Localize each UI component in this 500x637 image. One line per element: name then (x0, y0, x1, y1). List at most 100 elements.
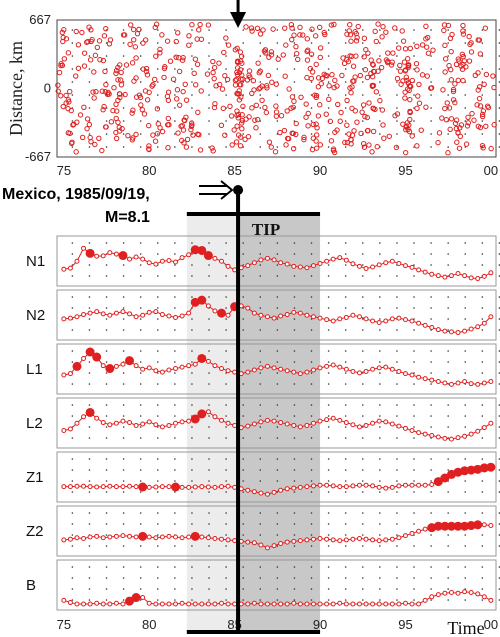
series-point (245, 423, 251, 429)
series-grid-dot (122, 296, 125, 298)
series-grid-dot (310, 566, 313, 568)
epicenter-marker (123, 62, 130, 68)
series-point (140, 312, 146, 318)
series-grid-dot (379, 437, 381, 439)
epicenter-marker (133, 75, 139, 81)
series-point (409, 372, 415, 378)
series-grid-dot (327, 264, 330, 266)
scatter-grid-dot (344, 133, 347, 135)
series-point (113, 533, 119, 539)
epicenter-marker (65, 50, 72, 56)
series-point (455, 271, 461, 277)
epicenter-marker (289, 25, 295, 31)
series-grid-dot (276, 264, 279, 266)
series-grid-dot (481, 329, 484, 331)
series-point-big (197, 353, 207, 363)
series-grid-dot (191, 512, 193, 514)
scatter-grid-dot (361, 42, 364, 44)
series-grid-dot (191, 426, 193, 428)
series-grid-dot (293, 599, 296, 601)
series-grid-dot (293, 350, 296, 352)
series-point (475, 591, 481, 597)
series-grid-dot (156, 523, 159, 525)
series-point (166, 422, 172, 428)
series-point (376, 262, 382, 268)
series-grid-dot (276, 480, 279, 482)
epicenter-marker (188, 120, 195, 126)
series-grid-dot (242, 318, 244, 320)
scatter-grid-dot (208, 94, 210, 96)
epicenter-marker (455, 77, 461, 84)
series-point (146, 484, 152, 490)
epicenter-marker (58, 93, 64, 99)
epicenter-marker (144, 72, 151, 78)
series-grid-dot (242, 437, 244, 439)
epicenter-marker (337, 118, 343, 124)
series-grid-dot (139, 426, 142, 428)
epicenter-marker (360, 102, 367, 108)
epicenter-marker (61, 56, 68, 62)
series-point (186, 534, 192, 540)
epicenter-marker (352, 74, 358, 80)
series-grid-dot (464, 458, 467, 460)
epicenter-marker (136, 92, 143, 98)
series-point (153, 484, 159, 490)
epicenter-marker (442, 105, 448, 112)
series-grid-dot (208, 318, 210, 320)
series-point (416, 528, 422, 534)
epicenter-marker (476, 95, 483, 102)
series-point (462, 379, 468, 385)
epicenter-marker (125, 132, 131, 139)
epicenter-marker (456, 145, 463, 151)
series-grid-dot (191, 329, 193, 331)
series-point (173, 366, 179, 372)
series-point-big (486, 462, 496, 472)
series-point (205, 358, 211, 364)
series-grid-dot (174, 253, 176, 255)
series-grid-dot (174, 307, 176, 309)
series-grid-dot (464, 415, 467, 417)
series-grid-dot (259, 404, 262, 406)
series-point (153, 309, 159, 315)
series-point (363, 422, 369, 428)
epicenter-marker (161, 74, 167, 81)
series-grid-dot (122, 437, 125, 439)
series-grid-dot (105, 523, 108, 525)
epicenter-marker (364, 114, 370, 121)
series-point (337, 484, 343, 490)
series-point (297, 310, 303, 316)
series-grid-dot (481, 242, 484, 244)
series-grid-dot (259, 318, 262, 320)
epicenter-marker (262, 104, 268, 111)
epicenter-marker (164, 93, 171, 100)
series-grid-dot (464, 361, 467, 363)
series-grid-dot (174, 275, 176, 277)
series-grid-dot (71, 275, 74, 277)
epicenter-marker (303, 101, 309, 107)
series-grid-dot (344, 599, 347, 601)
epicenter-marker (361, 35, 368, 42)
series-grid-dot (293, 512, 296, 514)
series-grid-dot (396, 523, 398, 525)
series-point (310, 314, 316, 320)
scatter-grid-dot (122, 55, 125, 57)
scatter-grid-dot (310, 81, 313, 83)
series-grid-dot (481, 296, 484, 298)
series-point-big (131, 593, 141, 603)
series-grid-dot (361, 264, 364, 266)
series-grid-dot (122, 469, 125, 471)
series-grid-dot (122, 566, 125, 568)
series-point (166, 367, 172, 373)
series-grid-dot (122, 415, 125, 417)
epicenter-marker (167, 58, 174, 64)
series-grid-dot (242, 242, 244, 244)
epicenter-marker (149, 83, 155, 89)
tip-label: TIP (252, 220, 280, 239)
series-point (179, 535, 185, 541)
series-point (120, 418, 126, 424)
epicenter-marker (273, 81, 279, 87)
epicenter-marker (66, 99, 72, 105)
epicenter-marker (305, 110, 311, 117)
series-grid-dot (71, 383, 74, 385)
